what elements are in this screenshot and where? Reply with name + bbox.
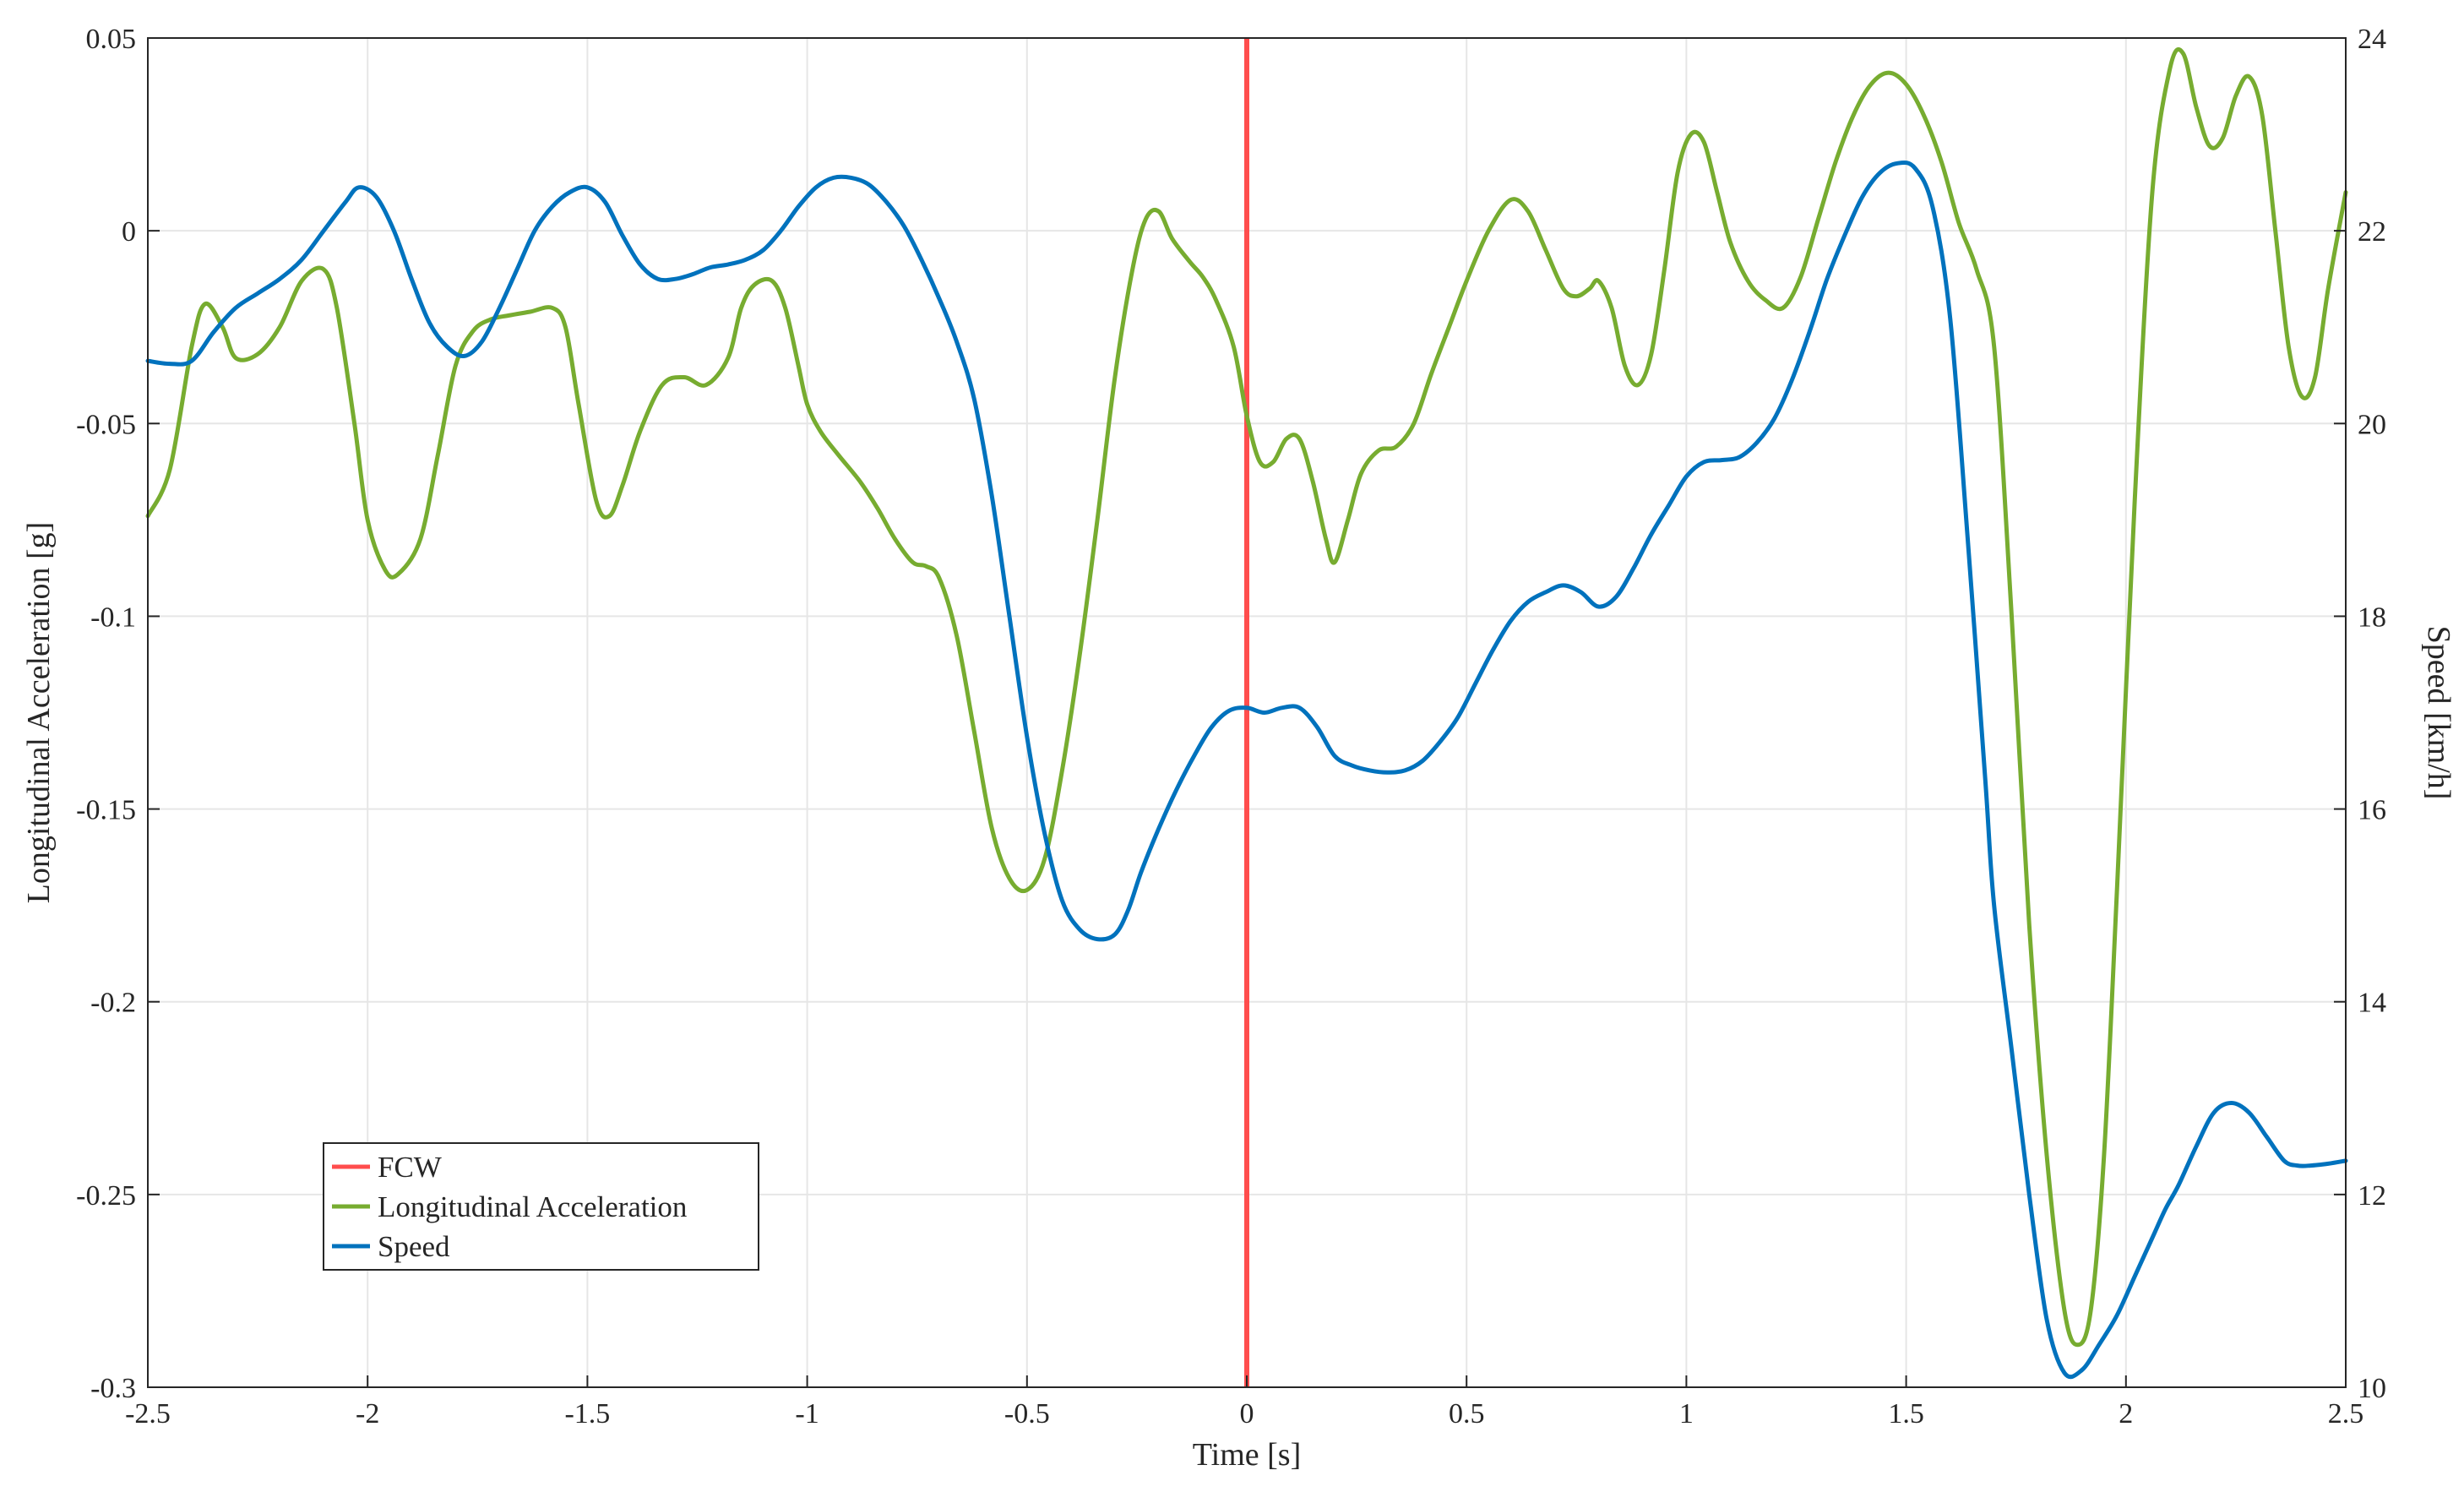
y-left-tick-label: -0.05 — [76, 409, 136, 440]
x-tick-label: -2.5 — [125, 1398, 171, 1429]
y-left-tick-label: 0 — [122, 216, 136, 248]
x-tick-label: -1 — [795, 1398, 819, 1429]
y-axis-label-left: Longitudinal Acceleration [g] — [21, 522, 57, 904]
x-tick-label: 0.5 — [1449, 1398, 1485, 1429]
y-left-tick-label: -0.1 — [90, 602, 136, 633]
y-axis-right: 24 22 20 18 16 14 12 10 — [2334, 24, 2386, 1404]
legend-label: FCW — [378, 1151, 442, 1184]
legend-label: Speed — [378, 1230, 450, 1263]
x-axis-label: Time [s] — [1193, 1437, 1301, 1473]
y-right-tick-label: 16 — [2358, 795, 2386, 826]
series-group — [145, 46, 2348, 1380]
x-axis: -2.5 -2 -1.5 -1 -0.5 0 0.5 1 1.5 2 2.5 — [125, 1375, 2363, 1429]
longitudinal-acceleration-line — [145, 46, 2348, 1348]
y-left-tick-label: -0.15 — [76, 795, 136, 826]
y-right-tick-label: 24 — [2358, 24, 2386, 55]
x-tick-label: -2 — [356, 1398, 379, 1429]
x-tick-label: 2 — [2119, 1398, 2133, 1429]
y-left-tick-label: -0.2 — [90, 988, 136, 1019]
legend-label: Longitudinal Acceleration — [378, 1190, 687, 1223]
y-axis-left: 0.05 0 -0.05 -0.1 -0.15 -0.2 -0.25 -0.3 — [76, 24, 160, 1404]
y-right-tick-label: 18 — [2358, 602, 2386, 633]
legend-box — [323, 1142, 759, 1271]
y-right-tick-label: 12 — [2358, 1180, 2386, 1212]
y-right-tick-label: 22 — [2358, 216, 2386, 248]
speed-line — [145, 160, 2348, 1380]
x-tick-label: 1 — [1679, 1398, 1694, 1429]
y-right-tick-label: 10 — [2358, 1373, 2386, 1404]
y-left-tick-label: 0.05 — [86, 24, 137, 55]
x-tick-label: 2.5 — [2328, 1398, 2364, 1429]
y-left-tick-label: -0.25 — [76, 1180, 136, 1212]
x-tick-label: -0.5 — [1004, 1398, 1050, 1429]
x-tick-label: 1.5 — [1888, 1398, 1924, 1429]
x-tick-label: 0 — [1240, 1398, 1254, 1429]
y-axis-label-right: Speed [km/h] — [2421, 626, 2456, 800]
legend: FCW Longitudinal Acceleration Speed — [323, 1142, 759, 1271]
x-tick-label: -1.5 — [564, 1398, 610, 1429]
y-right-tick-label: 20 — [2358, 409, 2386, 440]
y-right-tick-label: 14 — [2358, 988, 2386, 1019]
y-left-tick-label: -0.3 — [90, 1373, 136, 1404]
